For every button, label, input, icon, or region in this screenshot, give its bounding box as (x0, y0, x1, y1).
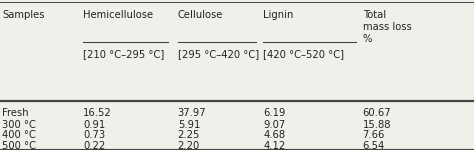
Text: 15.88: 15.88 (363, 120, 391, 130)
Text: Lignin: Lignin (263, 11, 293, 21)
Text: [420 °C–520 °C]: [420 °C–520 °C] (263, 50, 344, 60)
Text: 5.91: 5.91 (178, 120, 200, 130)
Text: 2.25: 2.25 (178, 130, 200, 141)
Text: 4.68: 4.68 (263, 130, 285, 141)
Text: 500 °C: 500 °C (2, 141, 36, 150)
Text: 0.22: 0.22 (83, 141, 105, 150)
Text: Total
mass loss
%: Total mass loss % (363, 11, 411, 44)
Text: 0.73: 0.73 (83, 130, 105, 141)
Text: 37.97: 37.97 (178, 108, 206, 118)
Text: 60.67: 60.67 (363, 108, 391, 118)
Text: 6.19: 6.19 (263, 108, 285, 118)
Text: 6.54: 6.54 (363, 141, 385, 150)
Text: Cellulose: Cellulose (178, 11, 223, 21)
Text: 4.12: 4.12 (263, 141, 285, 150)
Text: 0.91: 0.91 (83, 120, 105, 130)
Text: Samples: Samples (2, 11, 45, 21)
Text: Fresh: Fresh (2, 108, 29, 118)
Text: 9.07: 9.07 (263, 120, 285, 130)
Text: 2.20: 2.20 (178, 141, 200, 150)
Text: 400 °C: 400 °C (2, 130, 36, 141)
Text: 16.52: 16.52 (83, 108, 112, 118)
Text: [210 °C–295 °C]: [210 °C–295 °C] (83, 50, 164, 60)
Text: Hemicellulose: Hemicellulose (83, 11, 153, 21)
Text: 300 °C: 300 °C (2, 120, 36, 130)
Text: 7.66: 7.66 (363, 130, 385, 141)
Text: [295 °C–420 °C]: [295 °C–420 °C] (178, 50, 259, 60)
